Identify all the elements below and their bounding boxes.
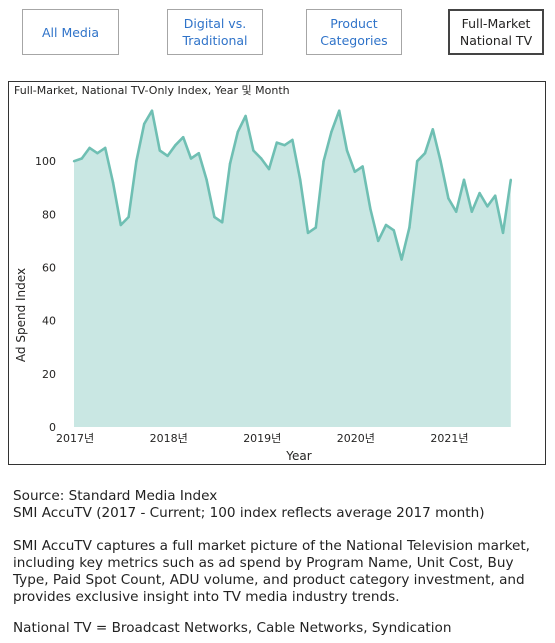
tab-product-categories-label: Product Categories <box>320 16 388 48</box>
data-point-2018-12[interactable] <box>252 149 255 152</box>
data-point-2019-09[interactable] <box>322 160 325 163</box>
tab-full-market-national-tv-label: Full-Market National TV <box>459 16 533 48</box>
data-point-2020-07[interactable] <box>400 258 403 261</box>
data-point-2018-08[interactable] <box>221 221 224 224</box>
data-point-2017-04[interactable] <box>96 152 99 155</box>
data-point-2021-05[interactable] <box>478 191 481 195</box>
area-chart: Full-Market, National TV-Only Index, Yea… <box>14 84 513 463</box>
data-point-2018-06[interactable] <box>205 178 208 181</box>
data-point-2020-04[interactable] <box>377 239 380 243</box>
tab-product-categories[interactable]: Product Categories <box>306 9 402 55</box>
data-point-2021-03[interactable] <box>462 178 466 181</box>
tab-full-market-national-tv[interactable]: Full-Market National TV <box>448 9 544 55</box>
data-point-2017-08[interactable] <box>127 215 130 219</box>
data-point-2020-10[interactable] <box>423 152 427 155</box>
data-point-2017-06[interactable] <box>111 181 115 184</box>
data-point-2020-02[interactable] <box>361 165 364 168</box>
x-axis-label: Year <box>285 449 311 463</box>
data-point-2017-03[interactable] <box>88 146 91 150</box>
data-point-2017-12[interactable] <box>158 149 161 152</box>
data-point-2019-03[interactable] <box>275 141 278 144</box>
data-point-2019-04[interactable] <box>283 144 286 147</box>
data-point-2017-07[interactable] <box>119 223 123 227</box>
source-line: Source: Standard Media Index <box>13 488 218 504</box>
data-point-2020-09[interactable] <box>416 160 419 163</box>
y-tick-label-20: 20 <box>42 368 56 381</box>
data-point-2021-01[interactable] <box>447 197 450 200</box>
area-fill <box>74 110 511 427</box>
data-point-2020-08[interactable] <box>408 226 411 229</box>
data-point-2019-02[interactable] <box>267 167 271 171</box>
data-point-2021-07[interactable] <box>494 194 497 197</box>
y-tick-label-100: 100 <box>35 155 56 168</box>
data-point-2020-12[interactable] <box>439 160 442 163</box>
x-tick-label-3: 2020년 <box>337 432 375 445</box>
data-point-2021-04[interactable] <box>470 210 473 213</box>
y-axis-label: Ad Spend Index <box>14 268 28 362</box>
data-point-2018-02[interactable] <box>174 144 177 147</box>
national-tv-definition: National TV = Broadcast Networks, Cable … <box>13 620 452 636</box>
data-point-2020-03[interactable] <box>369 207 372 211</box>
data-point-2019-12[interactable] <box>345 149 349 152</box>
data-point-2019-08[interactable] <box>314 226 317 229</box>
data-point-2017-05[interactable] <box>104 146 107 150</box>
data-point-2019-05[interactable] <box>291 138 294 142</box>
chart-frame: Full-Market, National TV-Only Index, Yea… <box>8 81 546 465</box>
data-point-2018-09[interactable] <box>228 162 232 165</box>
y-tick-label-0: 0 <box>49 421 56 434</box>
tab-all-media[interactable]: All Media <box>22 9 119 55</box>
data-point-2018-10[interactable] <box>236 130 239 134</box>
data-point-2018-11[interactable] <box>244 114 247 118</box>
tab-digital-vs-traditional-label: Digital vs. Traditional <box>182 16 248 48</box>
chart-title: Full-Market, National TV-Only Index, Yea… <box>14 84 290 97</box>
data-point-2018-05[interactable] <box>197 152 200 155</box>
y-tick-label-80: 80 <box>42 208 56 221</box>
data-point-2019-07[interactable] <box>306 231 310 235</box>
data-point-2019-10[interactable] <box>330 130 333 134</box>
data-point-2018-01[interactable] <box>166 154 169 158</box>
tab-digital-vs-traditional[interactable]: Digital vs. Traditional <box>167 9 263 55</box>
data-point-2020-11[interactable] <box>431 128 434 131</box>
data-point-2017-01[interactable] <box>72 160 76 163</box>
data-point-2020-05[interactable] <box>384 223 388 227</box>
description-paragraph: SMI AccuTV captures a full market pictur… <box>13 538 530 605</box>
x-tick-label-0: 2017년 <box>56 432 94 445</box>
data-point-2019-06[interactable] <box>299 178 302 181</box>
data-point-2021-06[interactable] <box>486 205 489 208</box>
data-point-2020-01[interactable] <box>353 170 356 173</box>
x-tick-label-2: 2019년 <box>243 432 281 445</box>
data-point-2017-10[interactable] <box>143 122 146 126</box>
data-point-2021-08[interactable] <box>501 231 505 235</box>
data-point-2019-01[interactable] <box>260 157 263 160</box>
data-point-2018-04[interactable] <box>189 157 193 160</box>
data-point-2017-11[interactable] <box>150 109 154 112</box>
data-point-2017-09[interactable] <box>135 160 138 163</box>
y-tick-label-60: 60 <box>42 262 56 275</box>
y-tick-label-40: 40 <box>42 315 56 328</box>
source-detail-line: SMI AccuTV (2017 - Current; 100 index re… <box>13 505 485 521</box>
data-point-2019-11[interactable] <box>338 109 341 112</box>
x-tick-label-1: 2018년 <box>150 432 188 445</box>
data-point-2021-09[interactable] <box>509 178 512 181</box>
x-tick-label-4: 2021년 <box>430 432 468 445</box>
tab-all-media-label: All Media <box>41 24 99 40</box>
data-point-2021-02[interactable] <box>455 210 458 213</box>
data-point-2020-06[interactable] <box>392 229 395 232</box>
data-point-2017-02[interactable] <box>80 157 84 160</box>
data-point-2018-03[interactable] <box>182 136 185 139</box>
data-point-2018-07[interactable] <box>213 215 216 219</box>
